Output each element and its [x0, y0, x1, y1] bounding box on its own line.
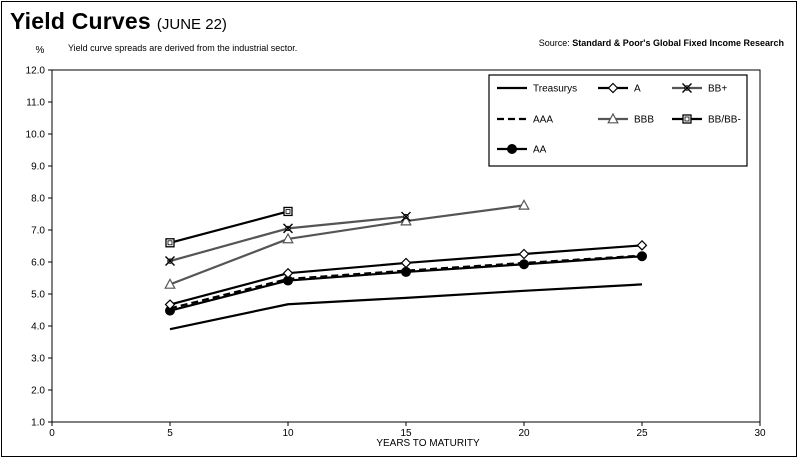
chart-title-date: (JUNE 22)	[156, 16, 227, 33]
y-tick-label: 10.0	[26, 130, 46, 141]
y-tick-label: 8.0	[31, 194, 45, 205]
x-tick-label: 5	[167, 428, 173, 439]
legend-label-aa: AA	[533, 145, 547, 156]
data-point-square-inner	[167, 240, 173, 246]
x-tick-label: 15	[400, 428, 412, 439]
y-tick-label: 1.0	[31, 418, 45, 429]
data-point-square-inner	[684, 116, 690, 122]
data-point-square	[283, 206, 293, 217]
data-point-square-inner	[285, 209, 291, 214]
x-tick-label: 30	[754, 428, 766, 439]
legend-box	[488, 74, 748, 167]
y-tick-label: 7.0	[31, 226, 45, 237]
data-point-triangle	[400, 214, 412, 226]
data-point-triangle	[518, 199, 530, 210]
data-point-diamond	[518, 248, 530, 260]
y-tick-label: 6.0	[31, 258, 45, 269]
y-tick-label: 4.0	[31, 322, 45, 333]
y-tick-label: 3.0	[31, 354, 45, 365]
legend-label-treasurys: Treasurys	[533, 84, 577, 95]
y-tick-label: 11.0	[26, 98, 45, 109]
data-point-star	[165, 256, 175, 267]
x-axis-label: YEARS TO MATURITY	[376, 438, 480, 449]
data-point-star	[283, 223, 293, 234]
x-tick-label: 0	[49, 428, 55, 439]
data-point-diamond	[400, 257, 412, 269]
data-point-triangle	[607, 112, 619, 124]
y-axis-label: %	[36, 45, 45, 56]
chart-title: Yield Curves (JUNE 22)	[10, 8, 227, 35]
legend-label-aaa: AAA	[533, 115, 553, 126]
chart-subtitle: Yield curve spreads are derived from the…	[68, 43, 298, 53]
legend-label-a: A	[634, 84, 641, 95]
series-line-bb-bb-	[169, 210, 289, 244]
data-point-star	[401, 211, 411, 222]
x-tick-label: 20	[518, 428, 530, 439]
data-point-square	[165, 238, 175, 248]
legend-label-bb-bb-: BB/BB-	[708, 115, 741, 126]
chart-title-main: Yield Curves	[10, 8, 151, 34]
data-point-star	[682, 83, 692, 93]
y-tick-label: 9.0	[31, 162, 45, 173]
data-point-diamond	[164, 299, 176, 310]
data-point-circle	[507, 144, 517, 154]
x-tick-label: 25	[636, 428, 648, 439]
series-line-bbb	[169, 204, 525, 286]
data-point-diamond	[636, 240, 648, 251]
data-point-triangle	[164, 278, 176, 289]
source-prefix: Source:	[538, 38, 570, 48]
data-point-square	[682, 114, 692, 124]
y-tick-label: 12.0	[26, 66, 46, 77]
legend-label-bbb: BBB	[634, 115, 654, 126]
y-tick-label: 5.0	[31, 290, 45, 301]
source-note: Source: Standard & Poor's Global Fixed I…	[539, 38, 784, 48]
series-line-treasurys	[169, 283, 643, 331]
data-point-circle	[637, 251, 647, 262]
x-tick-label: 10	[282, 428, 294, 439]
data-point-circle	[519, 259, 529, 270]
data-point-diamond	[282, 267, 294, 279]
data-point-circle	[401, 266, 411, 277]
source-name: Standard & Poor's Global Fixed Income Re…	[572, 38, 784, 48]
data-point-diamond	[607, 82, 619, 94]
data-point-triangle	[282, 232, 294, 244]
y-tick-label: 2.0	[31, 386, 45, 397]
legend-label-bb-: BB+	[708, 84, 727, 95]
